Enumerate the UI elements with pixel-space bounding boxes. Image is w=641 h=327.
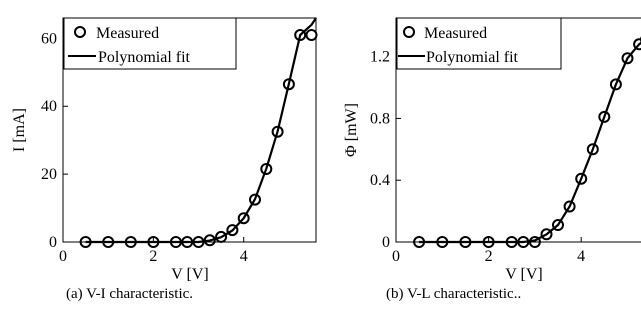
data-point-measured <box>598 110 611 123</box>
chart-vl-marks: 0 2 4 0 0.4 0.8 1.2 <box>370 36 641 265</box>
legend: Measured Polynomial fit <box>63 17 237 70</box>
y-tick-label: 40 <box>41 98 57 115</box>
data-point-measured <box>249 193 261 206</box>
data-point-measured <box>147 236 160 248</box>
x-tick-label: 0 <box>59 248 67 265</box>
data-point-measured <box>226 224 239 237</box>
data-point-measured <box>413 236 426 248</box>
data-point-measured <box>517 236 530 248</box>
data-point-measured <box>181 236 194 248</box>
series-line-polynomial-fit <box>85 17 317 244</box>
caption-vl: (b) V-L characteristic.. <box>386 286 522 302</box>
data-point-measured <box>621 52 634 65</box>
y-tick-label: 1.2 <box>370 49 390 66</box>
data-point-measured <box>169 236 182 248</box>
data-point-measured <box>505 236 518 248</box>
data-point-measured <box>528 236 541 248</box>
y-axis-label: Φ [mW] <box>343 103 360 157</box>
chart-vl: 0 2 4 0 0.4 0.8 1.2 Measured Polynomial fit V … <box>343 17 641 283</box>
data-point-measured <box>192 236 205 248</box>
legend-box <box>396 17 562 70</box>
data-point-measured <box>459 236 472 248</box>
y-tick-label: 20 <box>41 166 57 183</box>
data-point-measured <box>609 78 622 91</box>
legend-box <box>63 17 237 70</box>
data-point-measured <box>124 236 137 248</box>
y-tick-label: 0 <box>49 234 57 251</box>
data-point-measured <box>282 78 295 91</box>
x-tick-label: 4 <box>240 248 248 265</box>
data-point-measured <box>436 236 449 248</box>
data-point-measured <box>294 29 307 41</box>
y-tick-label: 60 <box>41 30 57 47</box>
data-point-measured <box>260 163 273 175</box>
x-axis-label: V [V] <box>171 266 208 283</box>
data-point-measured <box>79 236 92 248</box>
legend-label-fit: Polynomial fit <box>98 49 191 66</box>
y-tick-label: 0 <box>382 234 390 251</box>
data-point-measured <box>633 38 641 51</box>
legend: Measured Polynomial fit <box>396 17 562 70</box>
legend-label-measured: Measured <box>424 25 487 42</box>
y-axis-label: I [mA] <box>11 108 28 152</box>
data-point-measured <box>102 236 115 248</box>
x-tick-label: 2 <box>485 248 493 265</box>
x-axis-label: V [V] <box>505 266 542 283</box>
y-tick-label: 0.8 <box>370 110 390 127</box>
caption-vi: (a) V-I characteristic. <box>66 286 194 302</box>
legend-marker-measured <box>74 26 86 38</box>
legend-label-fit: Polynomial fit <box>426 49 519 66</box>
legend-label-measured: Measured <box>96 25 159 42</box>
data-point-measured <box>552 219 564 231</box>
data-point-measured <box>586 143 599 156</box>
data-point-measured <box>237 212 250 225</box>
y-tick-label: 0.4 <box>370 172 390 189</box>
data-point-measured <box>540 228 553 241</box>
x-tick-label: 2 <box>149 248 157 265</box>
x-tick-label: 0 <box>392 248 400 265</box>
x-tick-label: 4 <box>577 248 585 265</box>
data-point-measured <box>575 172 588 185</box>
series-line-polynomial-fit <box>419 41 641 244</box>
data-point-measured <box>482 236 495 248</box>
data-point-measured <box>563 200 576 213</box>
data-point-measured <box>305 29 318 41</box>
data-point-measured <box>215 230 228 243</box>
data-point-measured <box>271 125 284 138</box>
legend-marker-measured <box>403 26 415 38</box>
data-point-measured <box>203 234 216 247</box>
